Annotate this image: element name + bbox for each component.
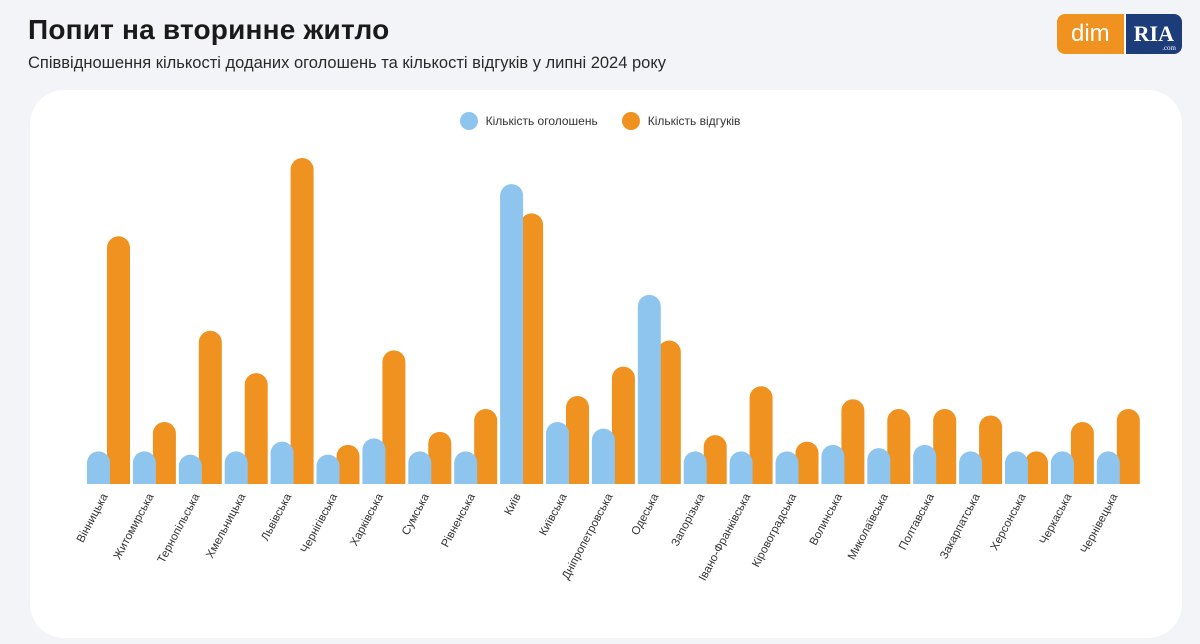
bar-responses-19 (979, 415, 1003, 484)
x-tick-label-17: Миколаївська (846, 491, 891, 562)
bar-responses-17 (887, 409, 911, 484)
logo-ria-word: RIA (1133, 21, 1174, 46)
bar-listings-8 (454, 451, 478, 484)
bar-responses-10 (566, 395, 589, 484)
x-tick-label-20: Херсонська (989, 491, 1029, 552)
logo-ria-text: RIA .com (1123, 14, 1182, 54)
bar-listings-12 (637, 294, 661, 484)
bar-listings-10 (546, 422, 569, 484)
bar-listings-15 (775, 451, 799, 484)
bar-responses-1 (152, 422, 176, 484)
bar-responses-13 (703, 435, 727, 484)
x-tick-label-5: Чернігівська (299, 491, 341, 555)
chart-legend: Кількість оголошень Кількість відгуків (0, 112, 1200, 130)
legend-label-listings: Кількість оголошень (485, 114, 598, 128)
bar-responses-8 (474, 409, 498, 484)
page-subtitle: Співвідношення кількості доданих оголоше… (28, 54, 666, 72)
bar-listings-9 (500, 184, 524, 484)
bar-responses-12 (657, 340, 681, 484)
x-tick-label-8: Рівненська (440, 491, 479, 549)
bar-listings-21 (1050, 451, 1074, 484)
bar-listings-7 (408, 451, 432, 484)
x-tick-label-6: Харківська (348, 491, 386, 548)
legend-dot-listings (459, 112, 478, 130)
x-tick-label-19: Закарпатська (938, 491, 983, 561)
x-tick-label-16: Волинська (808, 491, 846, 547)
legend-item-responses: Кількість відгуків (621, 112, 741, 130)
legend-label-responses: Кількість відгуків (647, 114, 741, 128)
bar-responses-18 (933, 409, 957, 484)
bar-responses-16 (841, 399, 865, 484)
bar-listings-2 (178, 454, 202, 484)
bar-listings-13 (683, 451, 707, 484)
bar-responses-7 (428, 431, 452, 484)
bar-responses-4 (290, 158, 314, 484)
legend-item-listings: Кількість оголошень (459, 112, 598, 130)
bar-responses-20 (1025, 451, 1048, 484)
x-tick-label-18: Полтавська (897, 491, 937, 552)
x-tick-label-7: Сумська (400, 491, 432, 537)
bar-responses-9 (520, 213, 544, 484)
bar-listings-20 (1005, 451, 1028, 484)
x-tick-label-15: Кіровоградська (750, 491, 799, 569)
bar-listings-22 (1096, 451, 1120, 484)
bar-listings-14 (729, 451, 753, 484)
logo-ria-suffix: .com (1162, 44, 1176, 52)
bar-listings-18 (913, 444, 937, 484)
bar-responses-11 (611, 366, 635, 484)
bar-listings-3 (224, 451, 248, 484)
x-tick-label-11: Дніпропетровська (560, 491, 616, 581)
bar-listings-19 (959, 451, 983, 484)
bar-responses-3 (244, 373, 268, 484)
dimria-logo: dim RIA .com (1056, 14, 1182, 54)
bar-responses-2 (198, 330, 222, 484)
bar-listings-1 (132, 451, 156, 484)
x-tick-label-14: Івано-Франківська (697, 491, 753, 583)
x-tick-label-10: Київська (538, 491, 570, 538)
page-title: Попит на вторинне житло (28, 14, 390, 45)
bar-listings-5 (316, 454, 340, 484)
bar-listings-17 (867, 448, 891, 484)
bar-responses-21 (1070, 422, 1094, 484)
bar-listings-11 (591, 428, 615, 484)
bar-listings-0 (87, 451, 110, 484)
bar-responses-5 (336, 444, 360, 484)
bar-responses-6 (382, 350, 406, 484)
x-tick-label-21: Черкаська (1038, 491, 1075, 546)
bar-listings-16 (821, 444, 845, 484)
x-tick-label-22: Чернівецька (1079, 491, 1121, 555)
bar-responses-22 (1116, 409, 1140, 484)
logo-dim-text: dim (1056, 14, 1124, 54)
x-tick-label-1: Житомирська (112, 491, 157, 561)
x-tick-label-0: Вінницька (75, 491, 111, 545)
x-tick-label-9: Київ (503, 492, 524, 517)
x-tick-label-3: Хмельницька (204, 491, 248, 560)
x-tick-label-2: Тернопільська (156, 491, 203, 565)
bar-responses-14 (749, 386, 773, 484)
bar-responses-15 (795, 441, 819, 484)
x-tick-label-4: Львівська (259, 491, 294, 543)
legend-dot-responses (621, 112, 640, 130)
bar-listings-4 (270, 441, 294, 484)
x-tick-label-13: Запорізька (670, 491, 708, 548)
bar-listings-6 (362, 438, 386, 484)
chart-card (30, 90, 1182, 638)
bar-responses-0 (107, 236, 130, 484)
x-tick-label-12: Одеська (630, 491, 662, 537)
